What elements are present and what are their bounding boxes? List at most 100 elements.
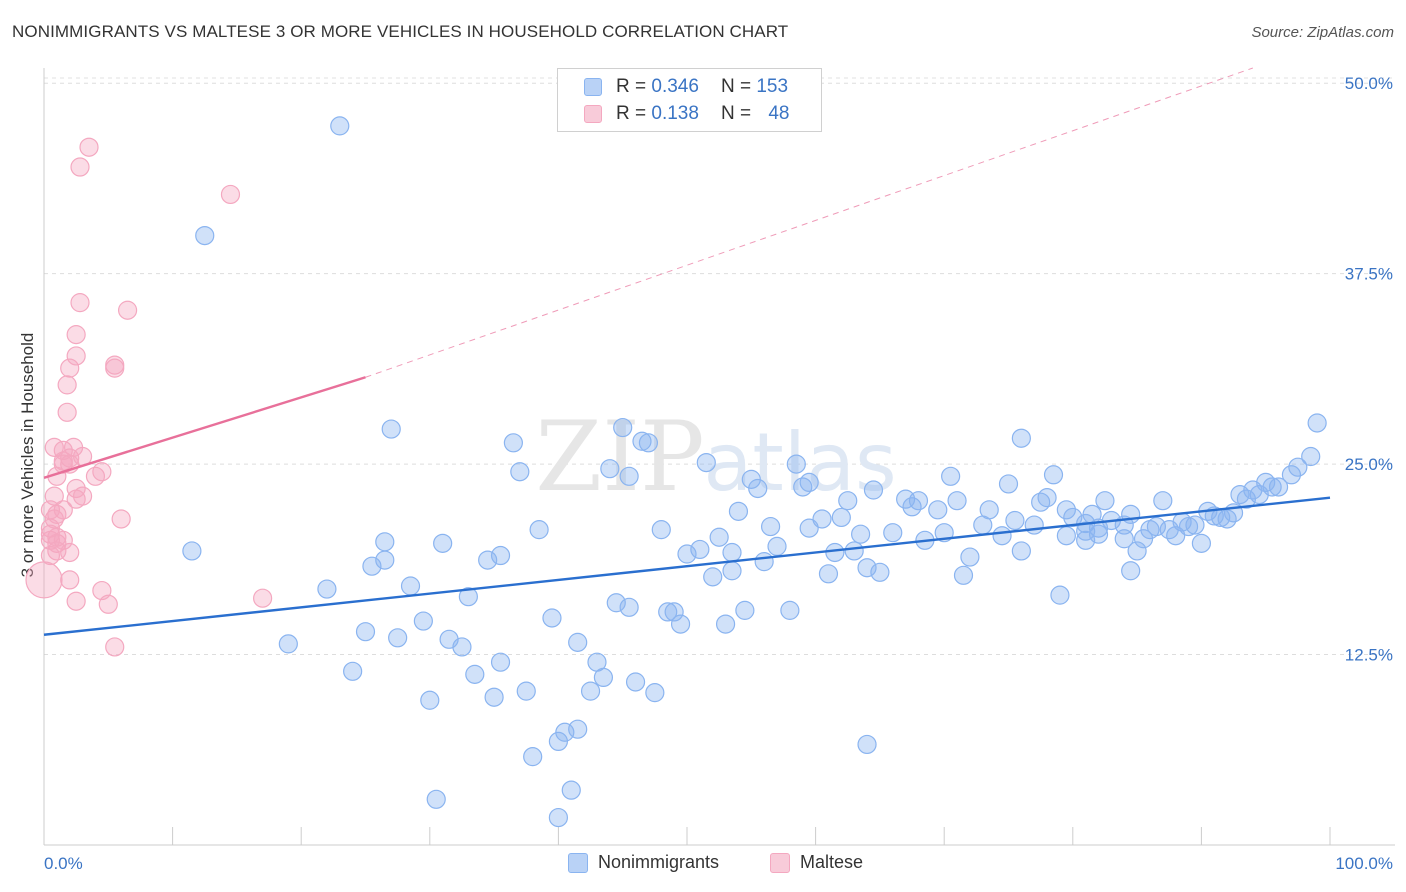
point-nonimmigrants [490,652,511,672]
legend-n-label: N = [720,103,752,124]
point-nonimmigrants [728,501,749,521]
point-nonimmigrants [330,116,350,136]
point-nonimmigrants [1043,465,1064,485]
bottom-legend-label: Maltese [800,852,864,872]
point-nonimmigrants [1185,515,1205,535]
point-nonimmigrants [1191,533,1212,553]
point-nonimmigrants [1056,526,1076,546]
y-tick-label: 12.5% [1345,646,1393,665]
point-nonimmigrants [992,526,1012,546]
axes [43,68,1395,846]
point-nonimmigrants [523,747,543,767]
point-maltese [79,137,99,157]
watermark-atlas: atlas [703,416,896,509]
point-nonimmigrants [645,683,665,703]
point-maltese [47,504,67,524]
point-nonimmigrants [343,661,363,681]
point-nonimmigrants [651,520,671,540]
bottom-legend-maltese: Maltese [770,852,863,873]
point-maltese [66,325,86,345]
trend-lines [43,67,1331,636]
point-nonimmigrants [735,600,755,620]
point-maltese [72,486,93,506]
point-nonimmigrants [941,466,961,486]
legend-r-value: 0.346 [651,76,699,97]
point-nonimmigrants [677,544,697,564]
point-nonimmigrants [831,507,851,528]
point-maltese [66,478,86,499]
point-nonimmigrants [568,632,588,652]
bottom-legend-swatch-maltese [770,852,790,873]
point-nonimmigrants [863,480,884,500]
bottom-legend-label: Nonimmigrants [598,852,720,872]
series-nonimmigrants [182,116,1327,828]
point-nonimmigrants [857,734,877,755]
point-nonimmigrants [1281,465,1302,485]
point-nonimmigrants [317,579,337,599]
point-nonimmigrants [1178,516,1199,537]
point-nonimmigrants [928,500,948,520]
point-maltese [60,358,80,378]
legend-swatch-nonimmigrants [584,78,602,96]
point-maltese [85,466,106,486]
point-nonimmigrants [799,472,819,492]
point-nonimmigrants [388,628,408,648]
y-tick-label: 50.0% [1345,74,1393,93]
point-nonimmigrants [484,687,504,707]
point-nonimmigrants [606,593,626,613]
legend-n-value: 48 [768,103,790,124]
legend-r-value: 0.138 [651,103,699,124]
point-maltese [253,588,273,608]
point-maltese [70,157,90,177]
point-nonimmigrants [458,587,478,607]
y-tick-label: 37.5% [1345,265,1393,284]
point-nonimmigrants [825,542,845,563]
point-maltese [57,402,77,422]
point-maltese [60,570,80,590]
point-nonimmigrants [1153,491,1173,511]
point-nonimmigrants [400,576,421,596]
point-maltese [70,293,90,313]
point-nonimmigrants [715,614,736,634]
point-maltese [40,530,61,550]
point-nonimmigrants [760,516,781,537]
point-nonimmigrants [638,433,659,453]
trend-line-nonimmigrants [43,496,1331,636]
point-nonimmigrants [851,524,871,544]
chart-title: NONIMMIGRANTS VS MALTESE 3 OR MORE VEHIC… [12,22,789,41]
point-nonimmigrants [722,542,742,563]
point-nonimmigrants [947,491,967,511]
y-tick-label: 25.0% [1345,455,1393,474]
point-nonimmigrants [1088,524,1109,544]
point-nonimmigrants [1005,510,1025,531]
point-nonimmigrants [767,536,787,556]
point-maltese [98,594,118,614]
point-maltese [53,454,73,474]
point-nonimmigrants [883,523,903,543]
point-nonimmigrants [375,550,395,570]
point-nonimmigrants [433,533,453,553]
point-maltese [117,300,138,320]
point-nonimmigrants [664,602,684,622]
point-nonimmigrants [490,545,511,566]
x-tick-label: 100.0% [1335,854,1393,873]
x-tick-label: 0.0% [44,854,83,873]
point-nonimmigrants [838,491,858,511]
legend-swatch-maltese [584,105,602,123]
point-nonimmigrants [278,634,298,654]
point-nonimmigrants [632,431,652,451]
point-nonimmigrants [182,541,202,561]
point-nonimmigrants [818,564,839,584]
point-nonimmigrants [355,622,376,642]
point-nonimmigrants [1268,477,1289,497]
trend-line-maltese [43,376,366,479]
point-nonimmigrants [857,558,877,578]
point-nonimmigrants [1095,491,1115,511]
point-nonimmigrants [690,539,710,560]
point-nonimmigrants [1288,457,1308,477]
legend-n-value: 153 [756,76,789,97]
point-nonimmigrants [548,807,569,828]
point-nonimmigrants [1114,529,1134,549]
point-nonimmigrants [478,550,498,570]
legend-r-label: R = [616,76,647,97]
